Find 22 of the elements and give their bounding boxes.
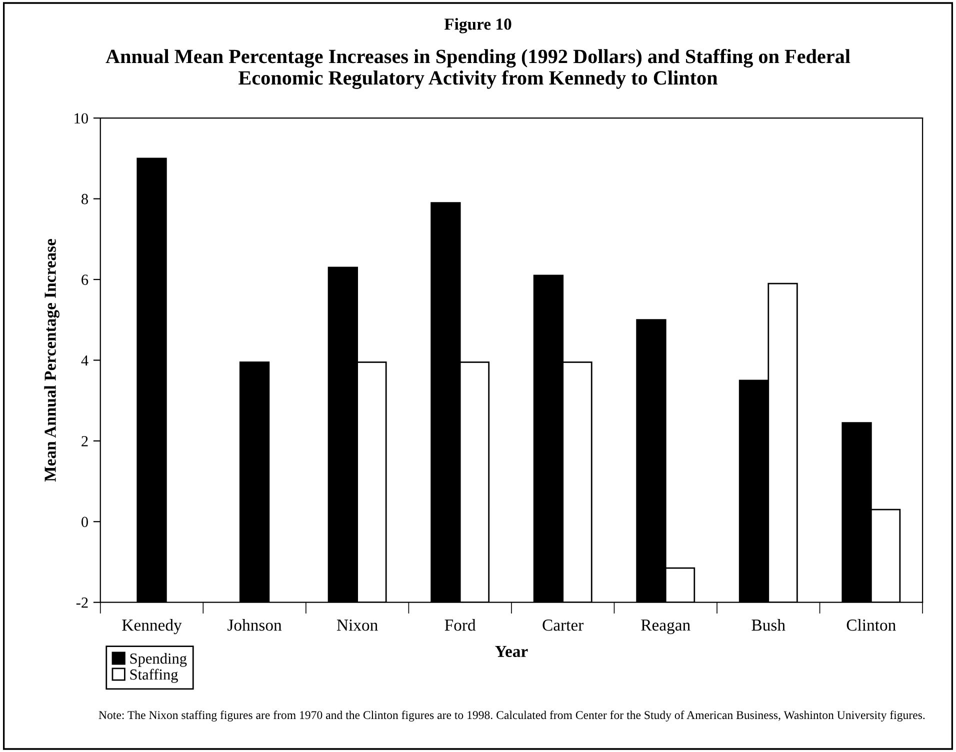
x-tick-label: Carter [542,620,584,631]
y-tick-label: 0 [82,516,88,528]
x-axis-title: Year [495,646,528,658]
chart-title: Figure 10 [444,18,512,34]
y-axis-title: Mean Annual Percentage Increase [44,238,60,482]
y-tick-label: 4 [81,355,88,366]
x-tick-label: Nixon [336,620,378,631]
x-tick-label: Reagan [641,620,690,634]
text: Note: The Nixon staffing figures are from 1970 and the Clinton figures are to 1998. Calculated from Center for the Study of American Business, Washinton University figures. [98,710,925,722]
x-tick-label: Bush [752,619,786,631]
legend-label: Spending [130,652,187,667]
x-tick-label: Johnson [228,619,282,631]
y-tick-label: 2 [82,436,88,446]
y-tick-label: 8 [82,194,88,204]
y-tick-label: -2 [76,598,88,608]
legend-label: Staffing [130,668,178,683]
y-tick-label: 6 [82,274,88,285]
chart-subtitle: Annual Mean Percentage Increases in Spending (1992 Dollars) and Staffing on Federal Economic Regulatory Activity from Kennedy to Clinton [106,48,850,89]
x-tick-label: Clinton [846,619,896,631]
y-tick-label: 10 [74,113,88,124]
x-tick-label: Kennedy [122,619,182,634]
x-tick-label: Ford [444,619,476,631]
